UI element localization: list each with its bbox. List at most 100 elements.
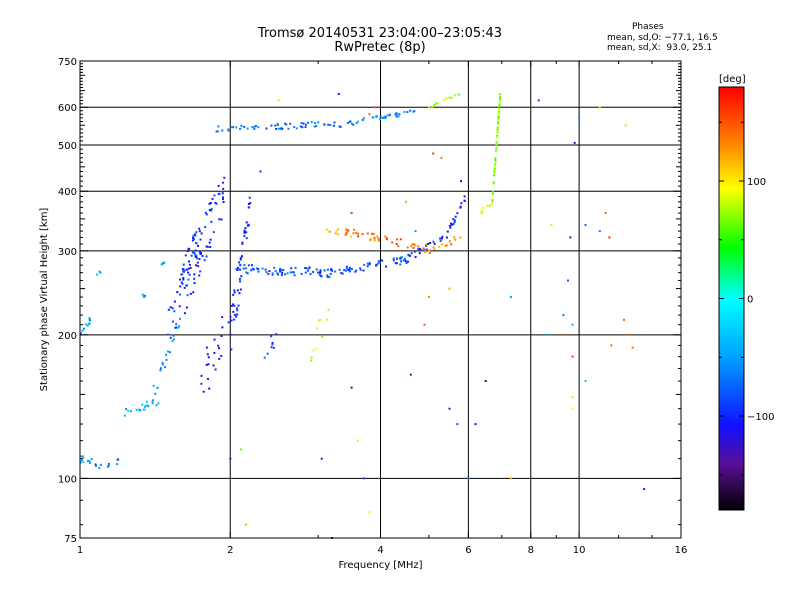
echo-point	[207, 377, 209, 380]
echo-point	[350, 386, 353, 389]
echo-point	[357, 120, 360, 123]
echo-point	[230, 304, 233, 307]
echo-point	[460, 202, 463, 205]
echo-point	[221, 129, 224, 132]
echo-point	[194, 249, 197, 252]
echo-point	[379, 115, 382, 118]
echo-point	[380, 259, 383, 262]
echo-point	[183, 269, 186, 272]
echo-point	[280, 269, 283, 272]
echo-point	[410, 252, 413, 255]
echo-point	[319, 269, 322, 272]
echo-point	[450, 243, 453, 246]
echo-point	[161, 363, 164, 366]
echo-point	[183, 286, 186, 289]
echo-point	[356, 439, 359, 442]
echo-point	[214, 368, 217, 371]
echo-point	[369, 239, 372, 242]
echo-point	[271, 272, 274, 275]
echo-point	[237, 304, 240, 307]
y-tick-label: 100	[58, 474, 77, 485]
echo-point	[289, 271, 292, 274]
echo-point	[317, 271, 320, 274]
echo-point	[494, 157, 497, 160]
echo-point	[389, 114, 391, 117]
echo-point	[350, 212, 353, 214]
echo-point	[319, 271, 322, 273]
echo-point	[192, 291, 195, 294]
echo-point	[155, 404, 158, 407]
echo-point	[168, 351, 171, 354]
colorbar-tick-label: 100	[747, 177, 766, 188]
echo-point	[454, 238, 457, 241]
echo-point	[569, 236, 572, 239]
echo-point	[313, 125, 316, 128]
echo-point	[459, 206, 462, 209]
echo-point	[215, 202, 218, 205]
echo-point	[399, 238, 402, 241]
echo-point	[494, 163, 497, 165]
echo-point	[165, 358, 168, 361]
echo-point	[400, 256, 403, 259]
echo-point	[463, 199, 466, 202]
echo-point	[495, 149, 497, 152]
echo-point	[230, 319, 233, 322]
echo-point	[318, 273, 321, 276]
echo-point	[352, 123, 355, 126]
echo-point	[88, 317, 91, 319]
echo-point	[203, 259, 206, 262]
echo-point	[354, 270, 357, 273]
echo-point	[229, 457, 232, 460]
echo-point	[368, 113, 371, 116]
x-tick-label: 10	[573, 545, 586, 556]
echo-point	[246, 127, 249, 130]
axis-ticks: 1 2 4 6 8 10 16 75 100 200 300 400 500 600 750	[58, 57, 687, 556]
echo-point	[378, 261, 381, 264]
echo-point	[292, 271, 295, 274]
echo-point	[259, 170, 262, 173]
echo-point	[428, 251, 431, 254]
echo-point	[302, 122, 305, 125]
echo-point	[277, 99, 280, 102]
echo-point	[304, 126, 307, 129]
echo-point	[238, 277, 241, 280]
x-tick-label: 1	[77, 545, 83, 556]
echo-point	[400, 260, 403, 263]
echo-point	[284, 122, 287, 125]
echo-point	[275, 128, 277, 130]
echo-point	[584, 223, 587, 226]
echo-point	[448, 287, 451, 290]
echo-point	[239, 264, 242, 267]
echo-point	[198, 230, 201, 233]
echo-point	[333, 121, 336, 124]
echo-point	[220, 218, 223, 221]
echo-point	[496, 134, 499, 137]
echo-point	[200, 374, 203, 377]
y-tick-label: 400	[58, 187, 77, 198]
echo-point	[174, 326, 177, 329]
echo-point	[130, 410, 132, 413]
echo-point	[571, 323, 574, 326]
echo-point	[266, 352, 269, 355]
echo-point	[205, 245, 208, 248]
echo-point	[181, 273, 184, 276]
echo-point	[272, 346, 275, 349]
echo-point	[208, 202, 211, 205]
echo-point	[255, 125, 257, 127]
echo-point	[326, 274, 329, 277]
echo-point	[329, 124, 332, 126]
echo-point	[423, 323, 426, 326]
echo-point	[509, 296, 512, 298]
echo-point	[187, 278, 190, 281]
echo-point	[151, 402, 154, 405]
echo-point	[218, 218, 221, 221]
echo-point	[215, 130, 218, 133]
echo-point	[96, 273, 99, 276]
echo-point	[445, 236, 448, 239]
echo-point	[446, 230, 449, 233]
echo-point	[295, 127, 298, 130]
echo-point	[246, 224, 249, 227]
echo-point	[253, 128, 256, 130]
echo-point	[432, 240, 435, 243]
echo-point	[156, 386, 159, 389]
